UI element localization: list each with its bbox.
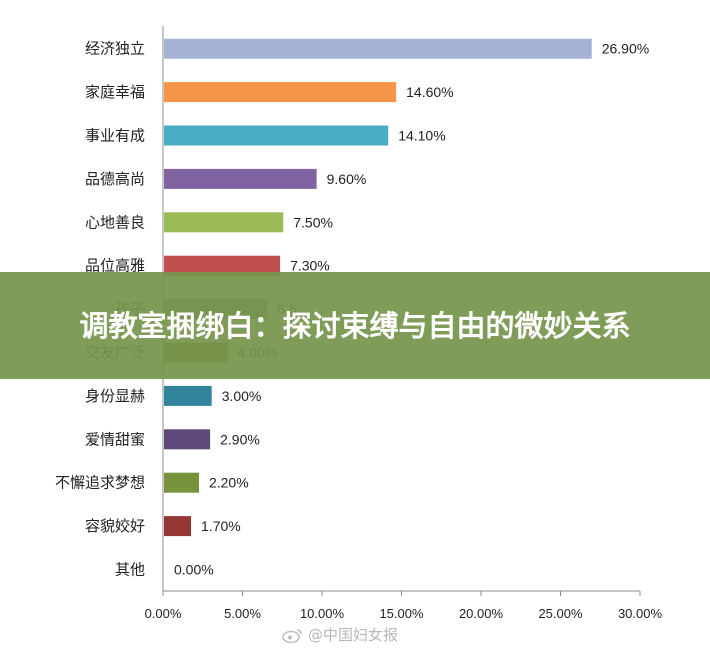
bar-4 (164, 168, 317, 189)
x-axis-ticks: 0.00% 5.00% 10.00% 15.00% 20.00% 25.00% 30.00% (145, 591, 663, 621)
bar-10 (164, 429, 211, 450)
category-label: 品位高雅 (85, 257, 145, 275)
title-banner: 调教室捆绑白：探讨束缚与自由的微妙关系 (0, 272, 710, 379)
category-label: 品德高尚 (85, 170, 145, 188)
bar-3 (164, 125, 389, 146)
category-label: 事业有成 (85, 127, 145, 145)
x-tick-label: 5.00% (224, 606, 261, 621)
value-label: 7.50% (293, 214, 333, 230)
value-label: 9.60% (327, 171, 367, 187)
value-label: 14.10% (398, 128, 445, 144)
weibo-icon (282, 628, 302, 643)
value-label: 26.90% (602, 41, 649, 57)
category-label: 家庭幸福 (85, 83, 145, 101)
watermark: @中国妇女报 (282, 624, 398, 645)
x-tick-label: 10.00% (300, 606, 345, 621)
bar-5 (164, 212, 284, 233)
category-label: 身份显赫 (85, 387, 145, 405)
value-label: 0.00% (174, 562, 214, 578)
bar-2 (164, 82, 397, 103)
category-label: 心地善良 (85, 213, 145, 231)
value-label: 1.70% (201, 518, 241, 534)
category-labels: 经济独立家庭幸福事业有成品德高尚心地善良品位高雅孩子交友广泛身份显赫爱情甜蜜不懈… (55, 40, 145, 579)
category-label: 其他 (115, 561, 145, 579)
bar-11 (164, 472, 199, 493)
x-tick-label: 0.00% (145, 606, 182, 621)
x-tick-label: 15.00% (379, 606, 424, 621)
x-tick-label: 30.00% (618, 606, 663, 621)
category-label: 爱情甜蜜 (85, 430, 145, 448)
category-label: 经济独立 (85, 40, 145, 58)
x-tick-label: 20.00% (459, 606, 504, 621)
category-label: 不懈追求梦想 (55, 474, 145, 492)
banner-title: 调教室捆绑白：探讨束缚与自由的微妙关系 (79, 308, 631, 343)
value-label: 2.90% (220, 431, 260, 447)
bar-1 (164, 38, 592, 59)
bar-6 (164, 255, 281, 276)
category-label: 容貌姣好 (85, 517, 145, 535)
bar-12 (164, 516, 192, 537)
value-label: 7.30% (290, 258, 330, 274)
x-tick-label: 25.00% (538, 606, 583, 621)
bar-9 (164, 385, 212, 406)
value-label: 14.60% (406, 84, 453, 100)
value-label: 3.00% (222, 388, 262, 404)
value-label: 2.20% (209, 475, 249, 491)
watermark-text: @中国妇女报 (308, 626, 399, 644)
